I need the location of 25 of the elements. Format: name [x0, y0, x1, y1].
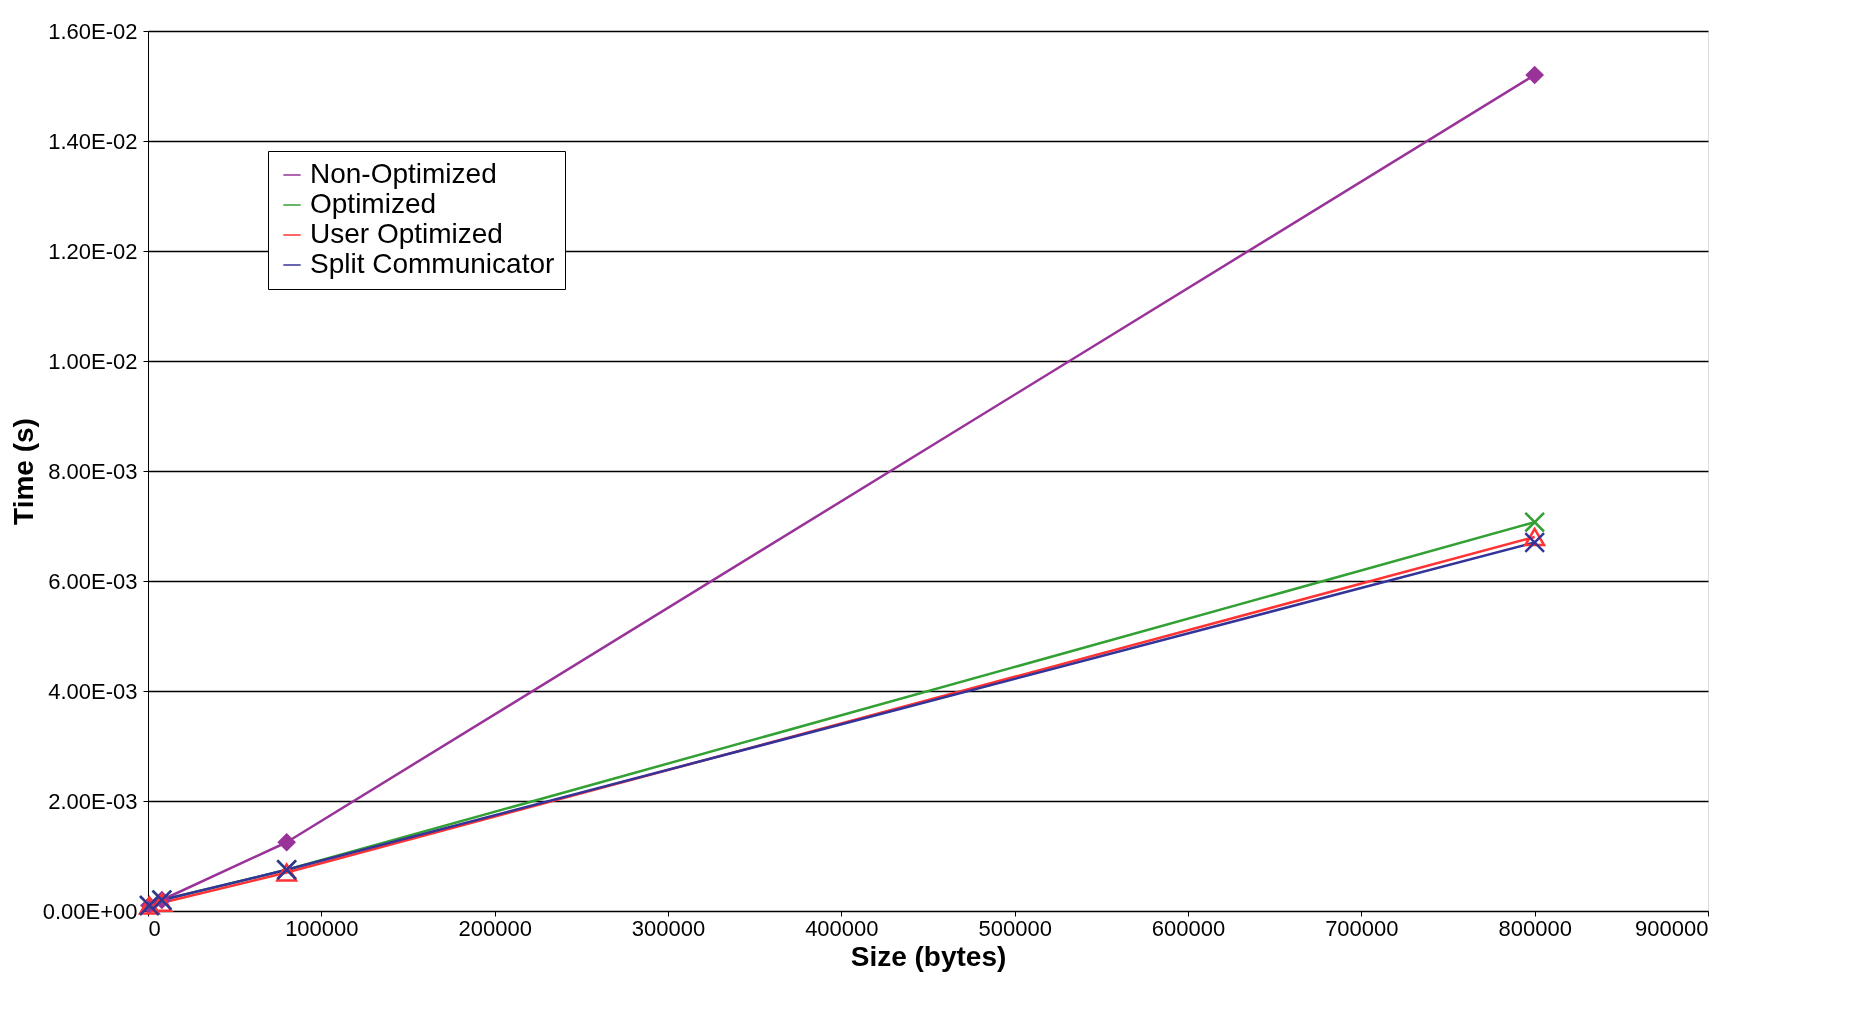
- x-tick-label: 600000: [1151, 915, 1226, 941]
- y-tick-label: 8.00E-03: [48, 458, 138, 484]
- x-tick-label: 0: [148, 915, 161, 941]
- y-tick-label: 1.60E-02: [48, 18, 138, 44]
- x-tick-label: 900000: [1635, 915, 1709, 941]
- y-axis-title: Time (s): [7, 418, 39, 525]
- legend-label: Optimized: [310, 188, 437, 219]
- x-tick-label: 300000: [631, 915, 706, 941]
- y-tick-label: 1.20E-02: [48, 238, 138, 264]
- x-tick-label: 200000: [458, 915, 532, 941]
- x-axis-title: Size (bytes): [850, 940, 1007, 972]
- y-tick-label: 2.00E-03: [48, 788, 138, 814]
- y-tick-label: 6.00E-03: [48, 568, 138, 594]
- legend-label: User Optimized: [310, 218, 503, 249]
- legend-label: Split Communicator: [310, 248, 555, 279]
- y-tick-label: 4.00E-03: [48, 678, 138, 704]
- y-tick-label: 0.00E+00: [42, 898, 138, 924]
- legend-label: Non-Optimized: [310, 158, 497, 189]
- y-tick-label: 1.00E-02: [48, 348, 138, 374]
- x-tick-label: 100000: [285, 915, 359, 941]
- x-tick-label: 800000: [1498, 915, 1572, 941]
- x-tick-label: 700000: [1325, 915, 1399, 941]
- x-tick-label: 400000: [805, 915, 879, 941]
- x-tick-label: 500000: [978, 915, 1052, 941]
- y-tick-label: 1.40E-02: [48, 128, 138, 154]
